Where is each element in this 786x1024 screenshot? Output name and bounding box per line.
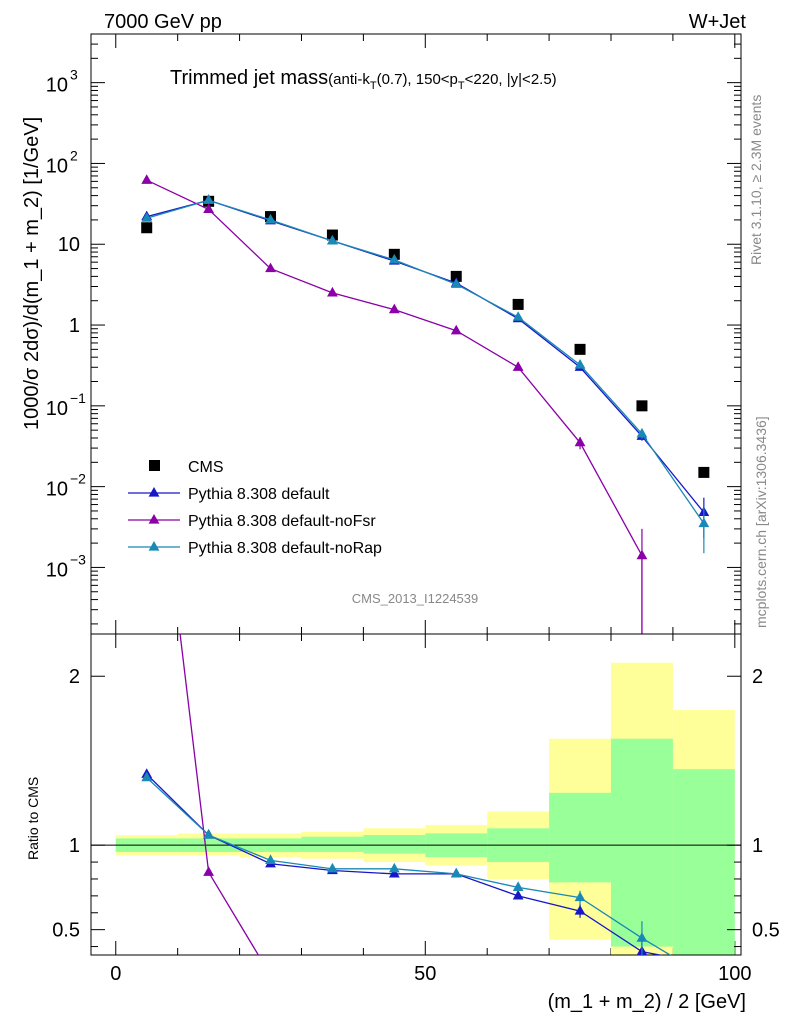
- ratio-point: [203, 829, 215, 839]
- series-line: [146, 199, 705, 513]
- ratio-y-tick-label: 2: [69, 666, 80, 688]
- y-tick-label: 1: [69, 315, 80, 337]
- data-point: [203, 203, 215, 213]
- data-point: [574, 436, 586, 447]
- legend-marker: [148, 514, 160, 524]
- ratio-point: [265, 854, 276, 864]
- data-point: [450, 278, 462, 288]
- series-0: [141, 195, 710, 478]
- band-green: [672, 769, 735, 955]
- ratio-y-axis-label: Ratio to CMS: [25, 777, 41, 860]
- series-2: [141, 174, 648, 634]
- band-green: [301, 836, 364, 852]
- y-axis-label: 1000/σ 2dσ)/d(m_1 + m_2) [1/GeV]: [21, 117, 43, 430]
- ratio-point: [327, 862, 338, 873]
- x-tick-label: 100: [718, 963, 751, 985]
- data-point: [636, 549, 648, 560]
- data-point: [141, 222, 153, 234]
- ratio-y-tick-label-right: 0.5: [752, 920, 780, 942]
- ratio-y-tick-label: 1: [69, 835, 80, 857]
- x-axis-label: (m_1 + m_2) / 2 [GeV]: [548, 991, 746, 1013]
- data-point: [388, 303, 400, 314]
- ratio-line: [146, 777, 672, 955]
- data-point: [636, 400, 648, 412]
- data-point: [512, 311, 524, 321]
- y-tick-exponent: −2: [70, 471, 86, 487]
- ratio-line: [146, 773, 664, 955]
- y-tick-exponent: 2: [70, 147, 78, 163]
- legend-marker: [148, 487, 160, 497]
- legend-label: Pythia 8.308 default-noFsr: [188, 513, 376, 530]
- ratio-y-tick-label-right: 1: [752, 835, 763, 857]
- y-tick-label: 10: [46, 559, 68, 581]
- main-series: [141, 174, 710, 634]
- ratio-series-1: [179, 634, 260, 955]
- data-point: [141, 212, 153, 222]
- data-point: [450, 324, 462, 335]
- ratio-frame: [90, 633, 742, 956]
- data-point: [636, 427, 648, 438]
- data-point: [141, 174, 153, 184]
- ratio-y-tick-label: 0.5: [52, 920, 80, 942]
- y-tick-label: 10: [46, 75, 68, 97]
- ratio-point: [203, 866, 215, 876]
- data-point: [512, 361, 524, 371]
- data-point: [388, 253, 400, 264]
- legend-marker: [149, 460, 160, 471]
- ratio-point: [450, 867, 462, 878]
- x-tick-label: 0: [110, 963, 121, 985]
- ratio-series: [141, 634, 672, 955]
- data-point: [574, 343, 586, 355]
- y-tick-exponent: −3: [70, 551, 86, 567]
- header-right: W+Jet: [689, 11, 747, 33]
- data-point: [265, 213, 276, 224]
- data-point: [265, 262, 276, 273]
- data-point: [698, 517, 710, 528]
- ratio-panel: 0 50 1000.5 0.51 12 2: [52, 633, 780, 985]
- mcplots-label: mcplots.cern.ch [arXiv:1306.3436]: [753, 416, 769, 628]
- ratio-point: [512, 889, 524, 900]
- data-point: [574, 359, 586, 369]
- y-tick-exponent: 3: [70, 67, 78, 83]
- legend-label: Pythia 8.308 default: [188, 486, 330, 503]
- chart-title: Trimmed jet mass(anti-kT(0.7), 150<pT<22…: [170, 67, 557, 92]
- data-point: [512, 298, 524, 310]
- rivet-label: Rivet 3.1.10, ≥ 2.3M events: [748, 95, 764, 265]
- ratio-point: [512, 881, 524, 892]
- data-point: [203, 194, 215, 204]
- legend: CMS Pythia 8.308 default Pythia 8.308 defa…: [128, 459, 382, 557]
- y-tick-label: 10: [46, 479, 68, 501]
- legend-marker: [148, 541, 160, 551]
- data-point: [327, 234, 338, 245]
- y-tick-label: 10: [46, 155, 68, 177]
- ratio-y-tick-label-right: 2: [752, 666, 763, 688]
- ratio-point: [141, 771, 153, 782]
- legend-label: CMS: [188, 459, 224, 476]
- series-3: [141, 194, 710, 554]
- data-point: [327, 286, 338, 297]
- ratio-line: [179, 634, 260, 955]
- y-tick-label: 10: [46, 398, 68, 420]
- band-green: [549, 792, 611, 883]
- ratio-point: [388, 867, 400, 878]
- series-line: [146, 199, 705, 524]
- band-green: [611, 738, 673, 947]
- watermark: CMS_2013_I1224539: [352, 591, 479, 606]
- legend-label: Pythia 8.308 default-noRap: [188, 540, 382, 557]
- data-point: [450, 270, 462, 282]
- y-tick-exponent: −1: [70, 390, 86, 406]
- data-point: [698, 466, 710, 478]
- y-tick-label: 10: [58, 234, 80, 256]
- ratio-point: [388, 862, 400, 873]
- band-green: [363, 835, 426, 854]
- header-left: 7000 GeV pp: [104, 11, 222, 33]
- x-tick-label: 50: [414, 963, 436, 985]
